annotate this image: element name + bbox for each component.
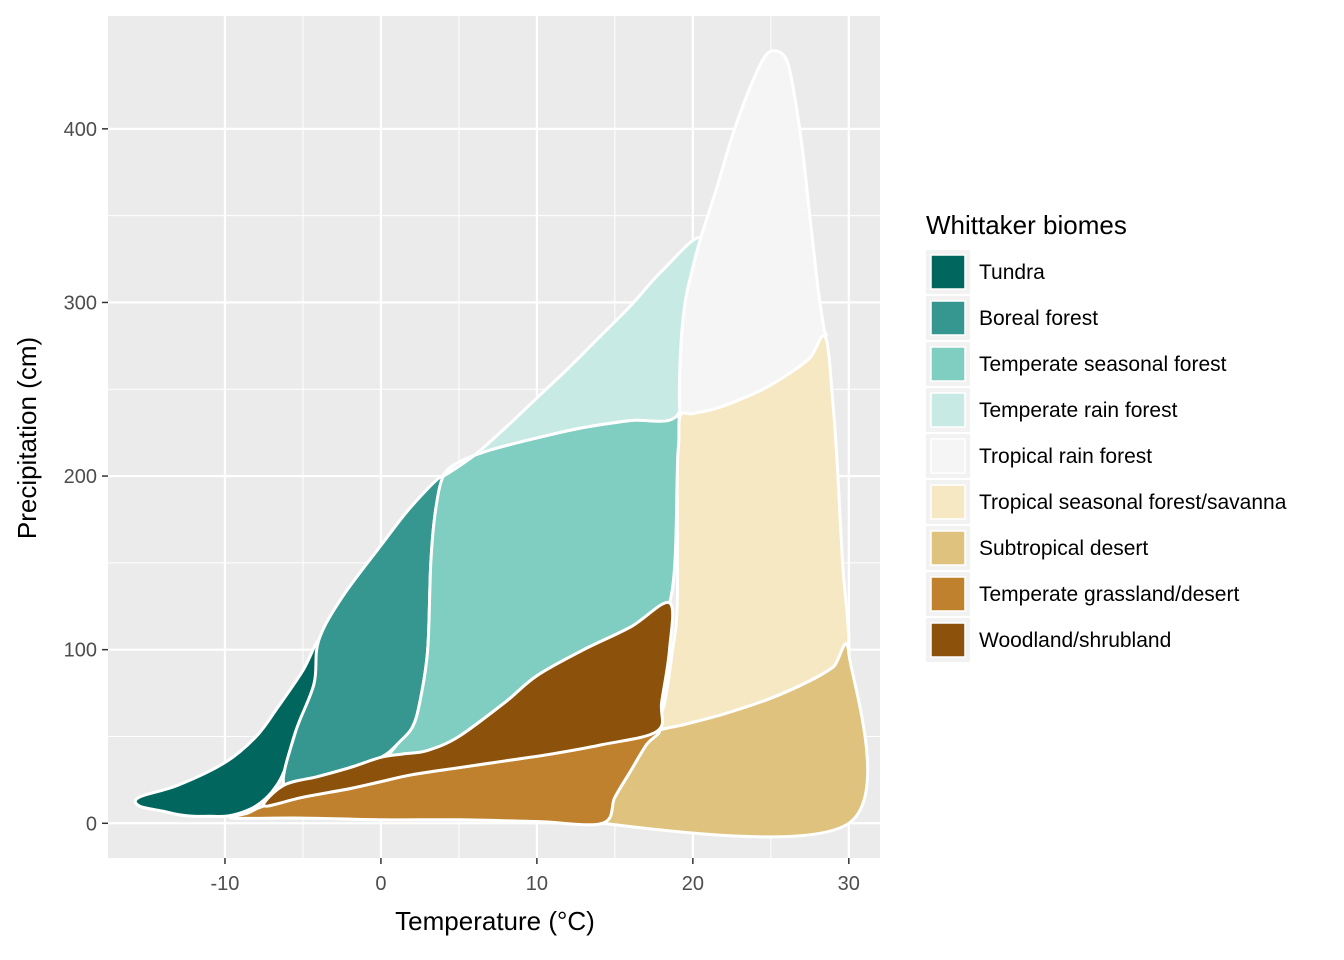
biome-area-woodland-shrubland (262, 600, 675, 808)
y-axis-title: Precipitation (cm) (12, 337, 42, 539)
legend-swatch (930, 254, 966, 290)
legend-label: Temperate seasonal forest (979, 353, 1227, 376)
x-axis-title: Temperature (°C) (395, 906, 595, 936)
x-tick-label: 0 (375, 873, 386, 895)
legend-label: Woodland/shrubland (979, 629, 1171, 652)
legend-title: Whittaker biomes (926, 210, 1127, 240)
legend-label: Temperate rain forest (979, 399, 1178, 422)
legend-swatch (930, 438, 966, 474)
y-tick-label: 200 (64, 466, 97, 488)
legend-swatch (930, 392, 966, 428)
legend-swatch (930, 622, 966, 658)
y-tick-label: 0 (86, 813, 97, 835)
legend-label: Tundra (979, 261, 1045, 284)
legend-label: Temperate grassland/desert (979, 583, 1239, 606)
x-axis-ticks: -10 0 10 20 30 (211, 858, 860, 895)
x-tick-label: 10 (526, 873, 548, 895)
legend-swatch (930, 576, 966, 612)
x-tick-label: 30 (838, 873, 860, 895)
legend-swatch (930, 530, 966, 566)
x-tick-label: -10 (211, 873, 240, 895)
y-tick-label: 400 (64, 119, 97, 141)
legend-label: Subtropical desert (979, 537, 1148, 560)
y-axis-ticks: 0 100 200 300 400 (64, 119, 108, 835)
legend-swatch (930, 484, 966, 520)
legend-label: Tropical seasonal forest/savanna (979, 491, 1287, 514)
y-tick-label: 300 (64, 292, 97, 314)
legend-label: Boreal forest (979, 307, 1098, 330)
legend: Whittaker biomes Tundra Boreal forest Temp… (926, 210, 1287, 662)
legend-swatch (930, 300, 966, 336)
biome-areas (133, 49, 870, 839)
legend-label: Tropical rain forest (979, 445, 1152, 468)
legend-swatch (930, 346, 966, 382)
biome-area-tundra (133, 639, 321, 819)
y-tick-label: 100 (64, 640, 97, 662)
x-tick-label: 20 (682, 873, 704, 895)
